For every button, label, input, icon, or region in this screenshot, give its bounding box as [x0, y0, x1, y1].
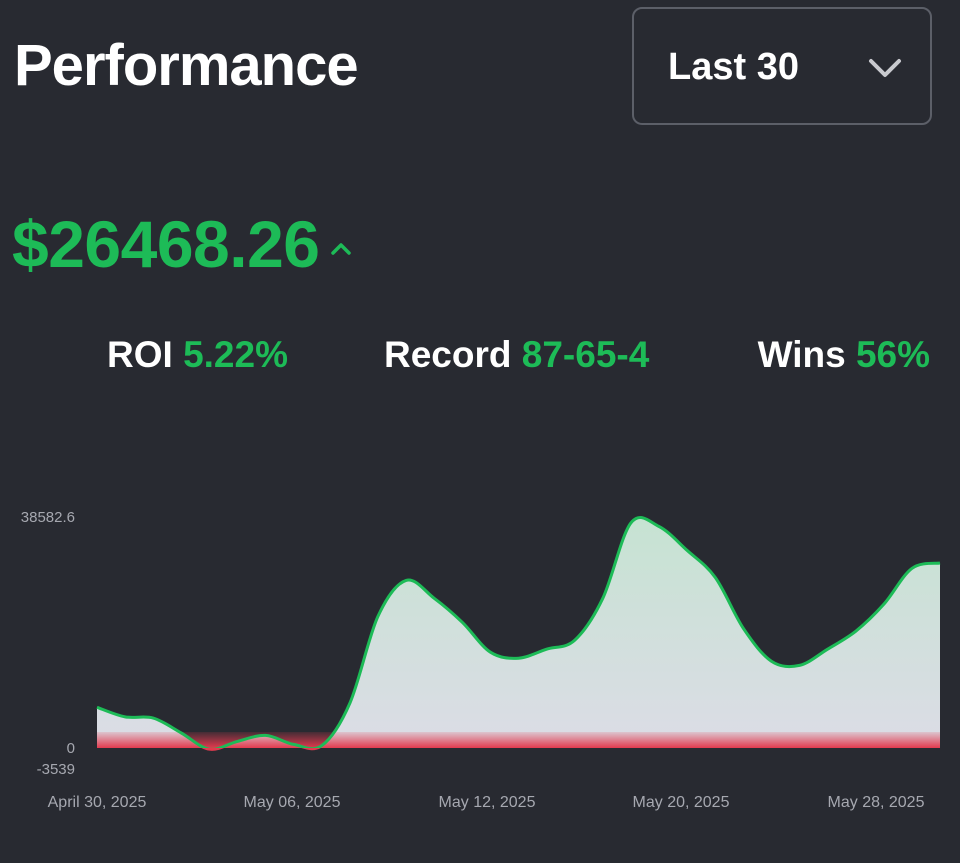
time-range-value: Last 30 [668, 46, 799, 88]
balance-row: $26468.26 [12, 202, 354, 286]
stat-wins-label: Wins [757, 334, 846, 375]
stat-roi-label: ROI [107, 334, 173, 375]
stat-wins-value: 56% [855, 334, 930, 375]
zero-band [97, 732, 940, 748]
stats-row: ROI 5.22% Record 87-65-4 Wins 56% [0, 332, 960, 380]
x-tick-label: May 28, 2025 [828, 794, 925, 811]
stat-roi: ROI 5.22% [107, 332, 288, 378]
chevron-down-icon [869, 59, 901, 77]
stat-record-label: Record [384, 334, 512, 375]
performance-chart: 38582.6 0 -3539 April 30, 2025 May 06, 2025 M… [21, 509, 941, 811]
x-tick-label: May 12, 2025 [439, 794, 536, 811]
x-tick-label: April 30, 2025 [48, 794, 147, 811]
caret-up-icon [330, 243, 351, 255]
time-range-select[interactable]: Last 30 [632, 7, 932, 125]
page-title: Performance [14, 33, 359, 98]
y-tick-label: 38582.6 [21, 509, 75, 526]
stat-record: Record 87-65-4 [384, 332, 649, 378]
area-fill [97, 517, 940, 750]
balance-value: $26468.26 [12, 207, 320, 281]
y-tick-label: -3539 [37, 761, 75, 778]
series-line [96, 516, 941, 748]
stat-record-value: 87-65-4 [521, 334, 650, 375]
stat-wins: Wins 56% [758, 332, 930, 378]
stat-roi-value: 5.22% [183, 334, 288, 375]
y-tick-label: 0 [67, 740, 75, 757]
x-tick-label: May 06, 2025 [244, 794, 341, 811]
x-tick-label: May 20, 2025 [633, 794, 730, 811]
